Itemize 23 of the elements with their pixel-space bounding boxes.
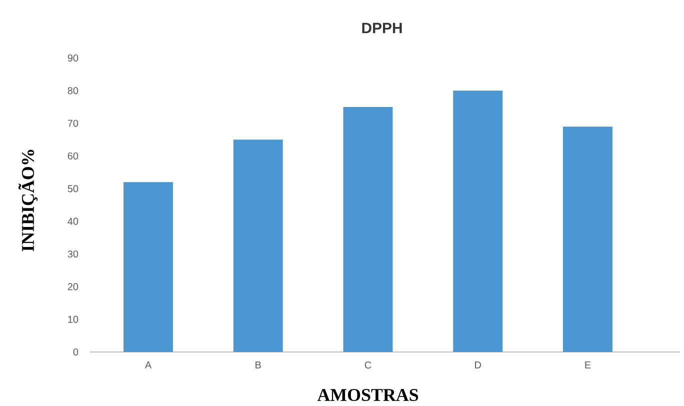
x-tick-label: B <box>256 362 261 368</box>
chart-title: DPPH <box>362 22 402 34</box>
x-tick-label: C <box>364 362 372 369</box>
bar <box>453 90 503 352</box>
y-tick-label: 80 <box>68 87 78 94</box>
y-tick-label: 60 <box>68 152 78 160</box>
bar <box>343 107 393 352</box>
bar <box>233 140 283 352</box>
x-tick-label: A <box>144 362 152 368</box>
x-tick-label: D <box>475 362 481 368</box>
y-tick-label: 50 <box>68 185 78 192</box>
y-tick-label: 40 <box>68 218 78 225</box>
x-axis-title: AMOSTRAS <box>317 388 418 402</box>
y-axis-title: INIBIÇÃO% <box>18 150 38 252</box>
x-tick-label: E <box>585 362 591 368</box>
y-tick-label: 70 <box>68 120 78 127</box>
y-tick-label: 30 <box>68 250 78 258</box>
bar <box>562 126 612 352</box>
y-tick-label: 10 <box>68 316 78 323</box>
y-tick-label: 90 <box>68 54 78 62</box>
y-tick-label: 20 <box>68 283 78 290</box>
bar <box>124 182 173 352</box>
y-tick-label: 0 <box>73 348 78 356</box>
